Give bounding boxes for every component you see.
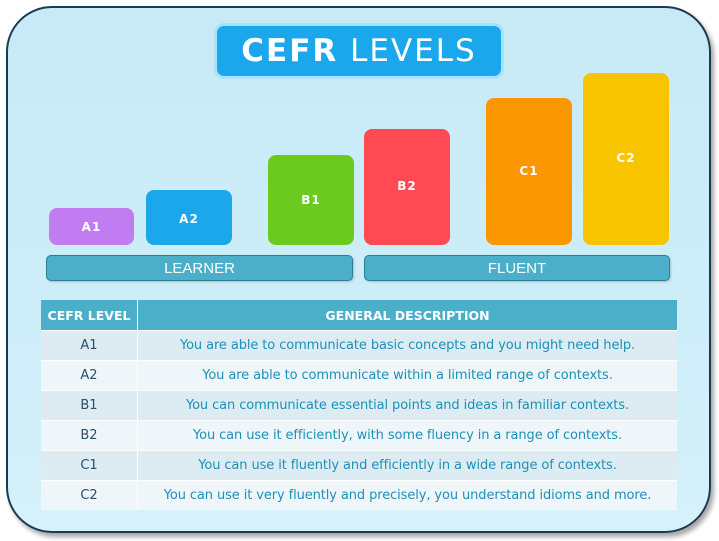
row-description: You are able to communicate within a lim… (137, 360, 677, 391)
table-row: C2 You can use it very fluently and prec… (41, 480, 677, 510)
table-row: C1 You can use it fluently and efficient… (41, 450, 677, 481)
row-level: B1 (41, 390, 138, 421)
table-row: A1 You are able to communicate basic con… (41, 330, 677, 361)
row-level: B2 (41, 420, 138, 451)
header-cefr-level: CEFR LEVEL (41, 300, 138, 331)
description-table: CEFR LEVEL GENERAL DESCRIPTION A1 You ar… (41, 300, 677, 510)
row-level: C1 (41, 450, 138, 481)
level-block-c1: C1 (486, 98, 572, 245)
table-row: B1 You can communicate essential points … (41, 390, 677, 421)
header-general-description: GENERAL DESCRIPTION (137, 300, 677, 331)
level-block-b1: B1 (268, 155, 354, 245)
page-title: CEFR LEVELS (241, 33, 476, 69)
row-level: A1 (41, 330, 138, 361)
row-level: A2 (41, 360, 138, 391)
title-banner: CEFR LEVELS (214, 23, 504, 79)
level-block-a2: A2 (146, 190, 232, 245)
table-header-row: CEFR LEVEL GENERAL DESCRIPTION (41, 300, 677, 331)
title-thin: LEVELS (350, 33, 477, 69)
fluent-group-bar: FLUENT (364, 255, 670, 281)
row-description: You can communicate essential points and… (137, 390, 677, 421)
level-block-b2: B2 (364, 129, 450, 245)
learner-group-bar: LEARNER (46, 255, 353, 281)
table-row: B2 You can use it efficiently, with some… (41, 420, 677, 451)
row-description: You can use it fluently and efficiently … (137, 450, 677, 481)
row-description: You can use it efficiently, with some fl… (137, 420, 677, 451)
row-description: You can use it very fluently and precise… (137, 480, 677, 510)
title-bold: CEFR (241, 33, 339, 69)
level-block-c2: C2 (583, 73, 669, 245)
row-description: You are able to communicate basic concep… (137, 330, 677, 361)
level-block-a1: A1 (49, 208, 134, 245)
row-level: C2 (41, 480, 138, 510)
table-row: A2 You are able to communicate within a … (41, 360, 677, 391)
